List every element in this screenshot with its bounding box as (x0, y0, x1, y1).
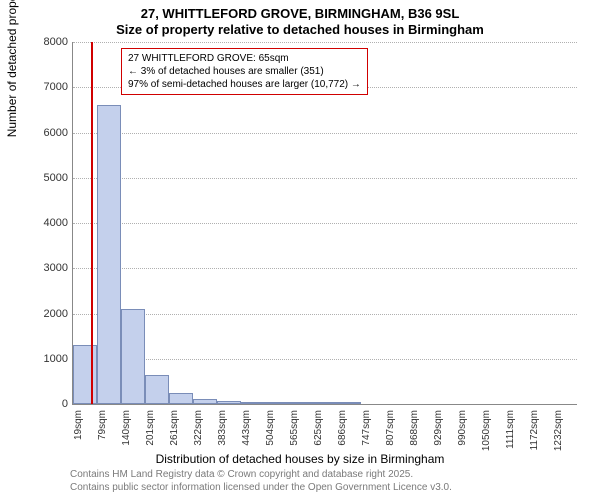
y-tick-label: 0 (38, 398, 68, 410)
y-tick-label: 6000 (38, 127, 68, 139)
x-tick-label: 1050sqm (481, 410, 492, 458)
footer-attribution: Contains HM Land Registry data © Crown c… (70, 469, 452, 494)
histogram-bar (97, 105, 121, 404)
gridline-h (73, 133, 577, 134)
gridline-h (73, 223, 577, 224)
x-tick-label: 79sqm (97, 410, 108, 458)
histogram-bar (265, 402, 289, 404)
x-tick-label: 747sqm (361, 410, 372, 458)
footer-line2: Contains public sector information licen… (70, 482, 452, 495)
histogram-bar (169, 393, 193, 404)
y-tick-label: 3000 (38, 262, 68, 274)
x-tick-label: 868sqm (409, 410, 420, 458)
x-tick-label: 140sqm (121, 410, 132, 458)
x-tick-label: 261sqm (169, 410, 180, 458)
plot-area: 27 WHITTLEFORD GROVE: 65sqm← 3% of detac… (72, 42, 577, 405)
histogram-bar (337, 402, 361, 404)
x-tick-label: 383sqm (217, 410, 228, 458)
x-tick-label: 443sqm (241, 410, 252, 458)
histogram-bar (121, 309, 145, 404)
y-tick-label: 1000 (38, 353, 68, 365)
y-tick-label: 8000 (38, 36, 68, 48)
x-tick-label: 201sqm (145, 410, 156, 458)
chart-title-main: 27, WHITTLEFORD GROVE, BIRMINGHAM, B36 9… (0, 6, 600, 21)
histogram-bar (289, 402, 313, 404)
x-tick-label: 990sqm (457, 410, 468, 458)
histogram-bar (145, 375, 169, 404)
x-tick-label: 686sqm (337, 410, 348, 458)
histogram-bar (313, 402, 337, 404)
histogram-bar (193, 399, 217, 404)
x-tick-label: 807sqm (385, 410, 396, 458)
info-box-line1: 27 WHITTLEFORD GROVE: 65sqm (128, 52, 361, 65)
info-box-line2: ← 3% of detached houses are smaller (351… (128, 65, 361, 78)
gridline-h (73, 42, 577, 43)
info-box: 27 WHITTLEFORD GROVE: 65sqm← 3% of detac… (121, 48, 368, 95)
gridline-h (73, 359, 577, 360)
histogram-bar (241, 402, 265, 404)
histogram-bar (217, 401, 241, 404)
x-tick-label: 929sqm (433, 410, 444, 458)
y-tick-label: 7000 (38, 81, 68, 93)
chart-title-sub: Size of property relative to detached ho… (0, 22, 600, 37)
x-tick-label: 1172sqm (529, 410, 540, 458)
x-axis-label: Distribution of detached houses by size … (0, 452, 600, 466)
x-tick-label: 1232sqm (553, 410, 564, 458)
y-tick-label: 2000 (38, 308, 68, 320)
gridline-h (73, 268, 577, 269)
chart-container: 27, WHITTLEFORD GROVE, BIRMINGHAM, B36 9… (0, 0, 600, 500)
x-tick-label: 565sqm (289, 410, 300, 458)
gridline-h (73, 178, 577, 179)
footer-line1: Contains HM Land Registry data © Crown c… (70, 469, 452, 482)
x-tick-label: 1111sqm (505, 410, 516, 458)
y-tick-label: 5000 (38, 172, 68, 184)
marker-line (91, 42, 93, 404)
gridline-h (73, 314, 577, 315)
info-box-line3: 97% of semi-detached houses are larger (… (128, 78, 361, 91)
x-tick-label: 504sqm (265, 410, 276, 458)
x-tick-label: 322sqm (193, 410, 204, 458)
x-tick-label: 625sqm (313, 410, 324, 458)
y-axis-label: Number of detached properties (5, 0, 19, 137)
y-tick-label: 4000 (38, 217, 68, 229)
histogram-bar (73, 345, 97, 404)
x-tick-label: 19sqm (73, 410, 84, 458)
